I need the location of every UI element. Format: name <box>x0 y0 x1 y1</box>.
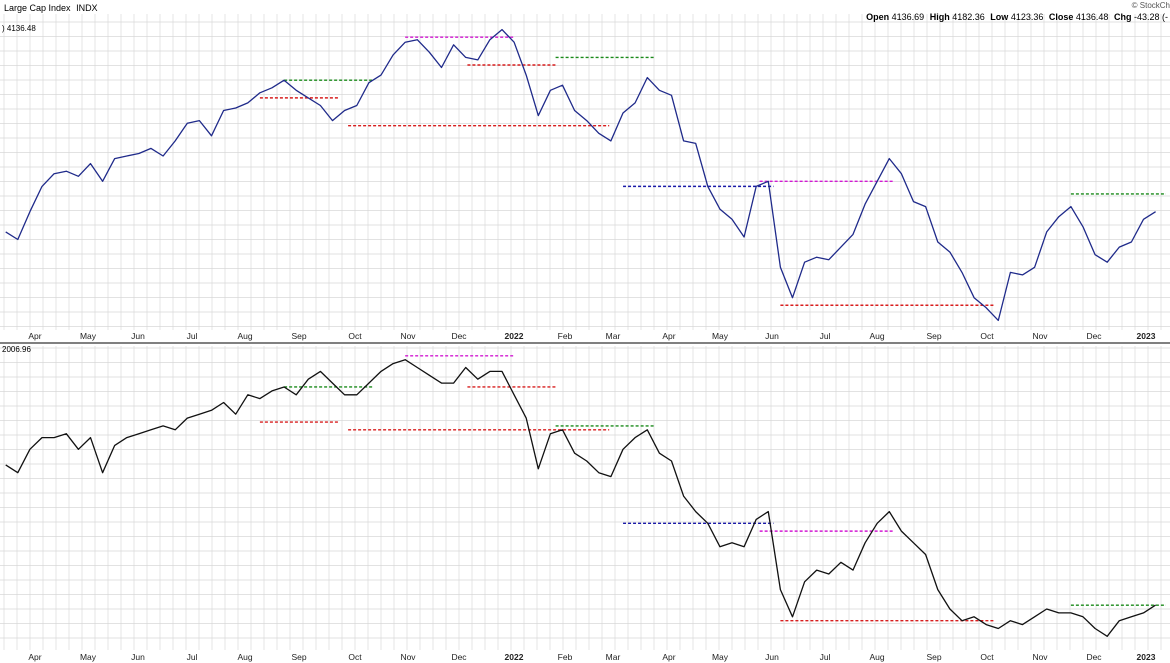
ohlc-readout: Open 4136.69 High 4182.36 Low 4123.36 Cl… <box>866 12 1168 22</box>
x-tick-label: Jun <box>131 331 145 341</box>
bottom-panel-value: 2006.96 <box>2 345 31 354</box>
x-tick-label: Jul <box>820 331 831 341</box>
exchange-code: INDX <box>76 3 98 13</box>
x-tick-label: Dec <box>451 652 467 662</box>
x-tick-label: Sep <box>291 652 306 662</box>
x-tick-label: Apr <box>28 652 41 662</box>
x-tick-label: Aug <box>869 331 884 341</box>
grid <box>0 14 1170 650</box>
x-tick-label: Mar <box>606 331 621 341</box>
index-name: Large Cap Index <box>4 3 71 13</box>
level-lines <box>259 36 1166 622</box>
x-tick-label: Jul <box>187 331 198 341</box>
x-tick-label: Oct <box>348 331 362 341</box>
chg-label: Chg <box>1113 12 1132 22</box>
high-label: High <box>929 12 950 22</box>
x-tick-label: Aug <box>869 652 884 662</box>
x-tick-label: 2023 <box>1137 652 1156 662</box>
close-label: Close <box>1048 12 1074 22</box>
x-tick-label: Dec <box>451 331 467 341</box>
x-tick-label: Nov <box>400 652 416 662</box>
x-tick-label: May <box>712 331 729 341</box>
x-tick-label: 2022 <box>505 652 524 662</box>
x-tick-label: May <box>80 652 97 662</box>
x-tick-label: May <box>80 331 97 341</box>
x-tick-label: Apr <box>662 331 675 341</box>
low-label: Low <box>990 12 1009 22</box>
x-tick-label: Oct <box>348 652 362 662</box>
x-tick-label: Dec <box>1086 652 1102 662</box>
open-label: Open <box>866 12 890 22</box>
x-tick-label: Sep <box>926 652 941 662</box>
x-tick-label: Nov <box>400 331 416 341</box>
x-tick-label: Feb <box>558 652 573 662</box>
x-tick-label: Dec <box>1086 331 1102 341</box>
x-tick-label: Nov <box>1032 331 1048 341</box>
x-tick-label: Oct <box>980 652 994 662</box>
x-tick-label: Mar <box>606 652 621 662</box>
x-tick-label: Sep <box>926 331 941 341</box>
x-tick-label: Sep <box>291 331 306 341</box>
open-value: 4136.69 <box>891 12 925 22</box>
top-panel-value: ) 4136.48 <box>2 24 36 33</box>
top-series-line <box>5 28 1156 322</box>
x-tick-label: 2023 <box>1137 331 1156 341</box>
x-tick-label: Jul <box>820 652 831 662</box>
x-axis: Apr May Jun Jul Aug Sep Oct Nov Dec 2022 Feb Mar Apr… <box>28 331 1155 662</box>
watermark: © StockCh <box>1131 1 1170 10</box>
x-tick-label: May <box>712 652 729 662</box>
x-tick-label: Aug <box>237 652 252 662</box>
x-tick-label: Oct <box>980 331 994 341</box>
chg-value: -43.28 (- <box>1133 12 1168 22</box>
low-value: 4123.36 <box>1010 12 1044 22</box>
x-tick-label: Apr <box>662 652 675 662</box>
x-tick-label: Jul <box>187 652 198 662</box>
close-value: 4136.48 <box>1075 12 1109 22</box>
x-tick-label: Feb <box>558 331 573 341</box>
x-tick-label: Jun <box>131 652 145 662</box>
bottom-series-line <box>5 359 1156 637</box>
x-tick-label: Nov <box>1032 652 1048 662</box>
chart-title: Large Cap Index INDX <box>4 3 98 13</box>
x-tick-label: Apr <box>28 331 41 341</box>
price-series <box>5 28 1156 637</box>
x-tick-label: Jun <box>765 331 779 341</box>
x-tick-label: Aug <box>237 331 252 341</box>
high-value: 4182.36 <box>952 12 985 22</box>
x-tick-label: Jun <box>765 652 779 662</box>
x-tick-label: 2022 <box>505 331 524 341</box>
